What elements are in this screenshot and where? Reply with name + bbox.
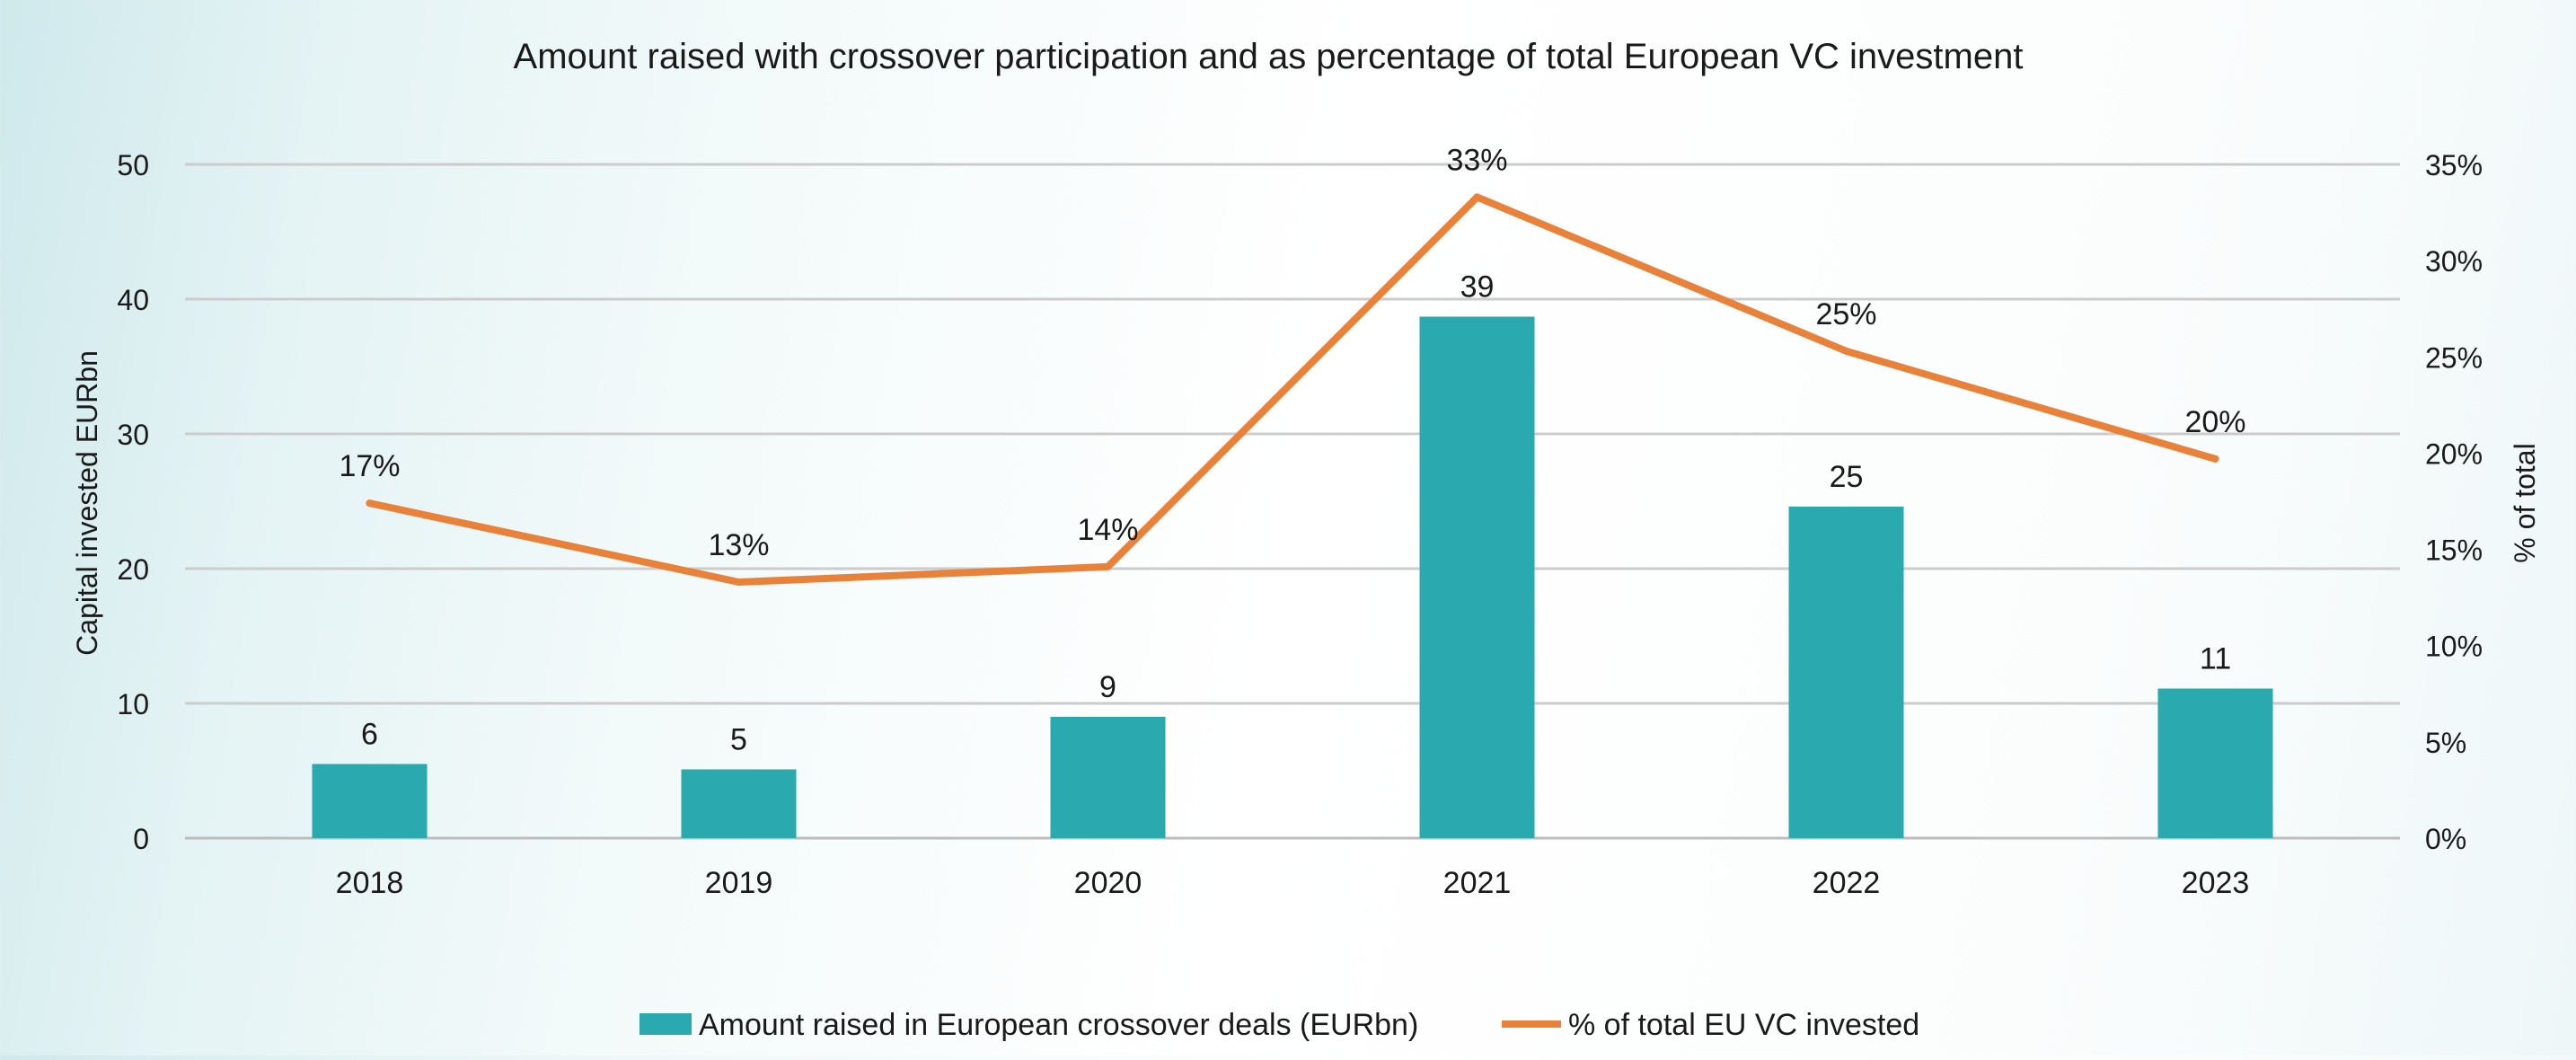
- bar: [2157, 688, 2273, 838]
- bar-data-label: 11: [2200, 642, 2231, 676]
- legend-bar-label: Amount raised in European crossover deal…: [699, 1008, 1418, 1042]
- axes: 0 10 20 30 40 50 0% 5% 10% 15% 20% 25% 30% 35% 2018 201…: [117, 149, 2483, 900]
- line-data-label: 20%: [2184, 405, 2245, 439]
- bar-data-label: 5: [730, 723, 747, 757]
- line-point: [735, 579, 743, 586]
- line-data-label: 33%: [1446, 143, 1507, 177]
- legend-line-label: % of total EU VC invested: [1568, 1008, 1919, 1042]
- y2-tick-label: 20%: [2425, 437, 2483, 470]
- line-data-label: 25%: [1815, 297, 1876, 331]
- line-point: [1104, 562, 1112, 570]
- y2-axis-label: % of total: [2509, 443, 2541, 562]
- line-data-label: 17%: [339, 449, 400, 483]
- line-point: [2211, 455, 2219, 463]
- data-labels: 6 5 9 39 25 11 17% 13% 14% 33% 25% 20%: [339, 143, 2245, 756]
- line-path: [366, 193, 2219, 586]
- x-tick-label: 2023: [2182, 866, 2250, 900]
- y2-tick-label: 35%: [2425, 149, 2483, 181]
- line-point: [366, 499, 374, 508]
- x-tick-label: 2018: [336, 866, 404, 900]
- y-tick-label: 10: [117, 688, 149, 720]
- bar: [1419, 316, 1535, 838]
- x-tick-label: 2019: [705, 866, 773, 900]
- y-tick-label: 20: [117, 553, 149, 586]
- legend: Amount raised in European crossover deal…: [640, 1008, 1919, 1042]
- line-point: [1473, 193, 1481, 201]
- bar-data-label: 25: [1830, 460, 1864, 494]
- bar: [1788, 507, 1904, 838]
- x-tick-label: 2020: [1074, 866, 1142, 900]
- y-tick-label: 0: [133, 823, 149, 855]
- y-tick-label: 30: [117, 419, 149, 451]
- line-point: [1842, 347, 1850, 355]
- y-tick-label: 50: [117, 149, 149, 181]
- bar: [1050, 717, 1166, 838]
- bar: [312, 764, 428, 838]
- y2-tick-label: 0%: [2425, 823, 2466, 855]
- y2-tick-label: 15%: [2425, 534, 2483, 567]
- line-data-label: 13%: [708, 528, 769, 562]
- bar-data-label: 9: [1099, 670, 1116, 704]
- y-tick-label: 40: [117, 284, 149, 316]
- bar-data-label: 6: [361, 718, 378, 752]
- y2-tick-label: 5%: [2425, 727, 2466, 759]
- y2-tick-label: 30%: [2425, 245, 2483, 278]
- y2-tick-label: 10%: [2425, 631, 2483, 663]
- legend-bar-swatch: [640, 1013, 692, 1035]
- x-tick-label: 2022: [1813, 866, 1881, 900]
- y-axis-label: Capital invested EURbn: [71, 350, 103, 656]
- bar-data-label: 39: [1460, 270, 1495, 305]
- x-tick-label: 2021: [1443, 866, 1512, 900]
- line-data-label: 14%: [1077, 513, 1138, 547]
- y2-tick-label: 25%: [2425, 341, 2483, 374]
- line-series: [366, 193, 2219, 586]
- chart-title: Amount raised with crossover participati…: [514, 37, 2024, 76]
- bar-series: [312, 316, 2273, 838]
- gridlines: [185, 163, 2400, 840]
- bar: [681, 769, 797, 838]
